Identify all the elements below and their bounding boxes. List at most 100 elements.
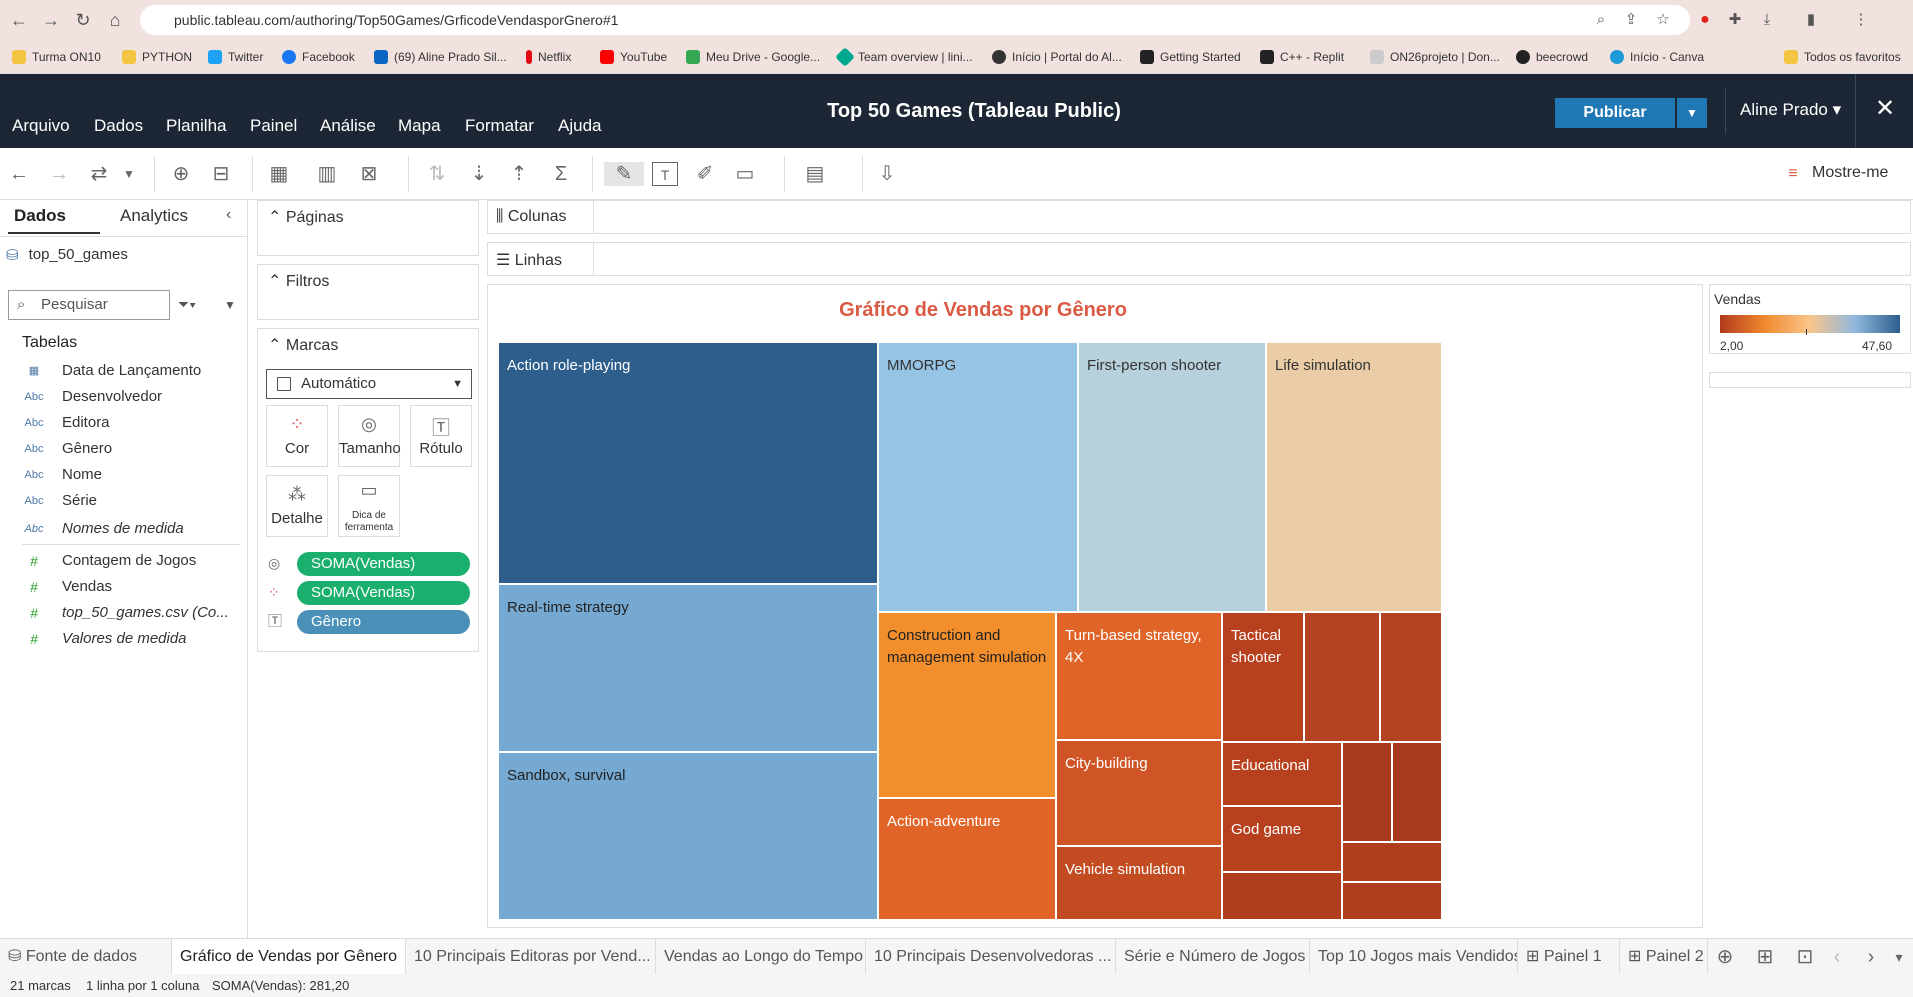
bookmark-item[interactable]: Twitter xyxy=(208,40,263,74)
bookmark-item[interactable]: Turma ON10 xyxy=(12,40,101,74)
bookmark-item[interactable]: Início - Canva xyxy=(1610,40,1704,74)
size-button[interactable]: ◎ Tamanho xyxy=(338,405,401,467)
menu-arquivo[interactable]: Arquivo xyxy=(12,116,70,135)
chevron-down-icon[interactable]: ▼ xyxy=(1677,98,1707,128)
scroll-left-icon[interactable]: ‹ xyxy=(1833,946,1841,968)
menu-icon[interactable]: ⋮ xyxy=(1853,11,1869,28)
field-item[interactable]: # Valores de medida xyxy=(22,630,186,647)
treemap-cell[interactable]: First-person shooter xyxy=(1078,342,1266,612)
field-item[interactable]: Abc Desenvolvedor xyxy=(22,388,163,405)
field-item[interactable]: # Vendas xyxy=(22,578,112,595)
bookmark-item[interactable]: Getting Started xyxy=(1140,40,1241,74)
pages-card[interactable]: ⌃ Páginas xyxy=(257,200,479,256)
tab-sheet[interactable]: Vendas ao Longo do Tempo xyxy=(656,939,866,975)
color-pill[interactable]: SOMA(Vendas) xyxy=(297,581,470,605)
bookmark-item[interactable]: C++ - Replit xyxy=(1260,40,1344,74)
new-sheet-icon[interactable]: ▦ xyxy=(269,163,289,185)
new-story-icon[interactable]: ⊡ xyxy=(1796,946,1814,968)
bookmark-item[interactable]: Meu Drive - Google... xyxy=(686,40,820,74)
field-item[interactable]: Abc Nomes de medida xyxy=(22,520,184,537)
treemap-cell[interactable]: Educational xyxy=(1222,742,1342,806)
treemap-cell[interactable] xyxy=(1222,872,1342,920)
treemap-cell[interactable] xyxy=(1392,742,1442,842)
treemap-cell[interactable]: Life simulation xyxy=(1266,342,1442,612)
bookmark-item[interactable]: (69) Aline Prado Sil... xyxy=(374,40,507,74)
marks-type-select[interactable]: Automático ▼ xyxy=(266,369,472,399)
bookmark-item[interactable]: beecrowd xyxy=(1516,40,1588,74)
tab-sheet-active[interactable]: Gráfico de Vendas por Gênero xyxy=(172,939,406,975)
forward-icon[interactable]: → xyxy=(42,10,60,30)
scroll-right-icon[interactable]: › xyxy=(1867,946,1875,968)
menu-ajuda[interactable]: Ajuda xyxy=(558,116,602,135)
treemap-cell[interactable]: Vehicle simulation xyxy=(1056,846,1222,920)
pause-updates-icon[interactable]: ⊟ xyxy=(212,163,230,185)
color-button[interactable]: ⁘ Cor xyxy=(266,405,328,467)
zoom-icon[interactable]: ⌕ xyxy=(1596,11,1606,28)
tab-dashboard[interactable]: ⊞ Painel 2 xyxy=(1620,939,1708,975)
treemap-cell[interactable]: Turn-based strategy, 4X xyxy=(1056,612,1222,740)
share-icon[interactable]: ⇪ xyxy=(1624,11,1638,28)
filter-icon[interactable]: ⏷▾ xyxy=(178,296,197,312)
bookmark-item[interactable]: YouTube xyxy=(600,40,667,74)
show-me-button[interactable]: Mostre-me xyxy=(1812,164,1889,181)
user-menu[interactable]: Aline Prado ▾ xyxy=(1740,100,1842,119)
sort-desc-icon[interactable]: ⇡ xyxy=(510,163,528,185)
treemap-cell[interactable]: Action role-playing xyxy=(498,342,878,584)
size-legend[interactable] xyxy=(1709,372,1911,388)
bookmark-item[interactable]: Início | Portal do Al... xyxy=(992,40,1122,74)
treemap-cell[interactable]: Construction and management simulation xyxy=(878,612,1056,798)
chevron-down-icon[interactable]: ▼ xyxy=(123,167,135,181)
new-dashboard-icon[interactable]: ⊞ xyxy=(1756,946,1774,968)
tooltip-button[interactable]: ▭ Dica de ferramenta xyxy=(338,475,400,537)
collapse-icon[interactable]: ‹ xyxy=(226,206,232,223)
swap-icon[interactable]: ⇅ xyxy=(428,163,446,185)
field-item[interactable]: # top_50_games.csv (Co... xyxy=(22,604,229,621)
chevron-down-icon[interactable]: ▼ xyxy=(224,298,236,312)
fit-icon[interactable]: ▭ xyxy=(735,163,755,185)
treemap-cell[interactable] xyxy=(1380,612,1442,742)
bookmark-item[interactable]: ON26projeto | Don... xyxy=(1370,40,1500,74)
treemap-cell[interactable]: Real-time strategy xyxy=(498,584,878,752)
new-datasource-icon[interactable]: ⊕ xyxy=(172,163,190,185)
tabs-menu-icon[interactable]: ▾ xyxy=(1895,949,1903,965)
undo-icon[interactable]: ← xyxy=(9,163,29,185)
tab-sheet[interactable]: Top 10 Jogos mais Vendidos xyxy=(1310,939,1518,975)
star-icon[interactable]: ☆ xyxy=(1656,11,1670,28)
duplicate-sheet-icon[interactable]: ▥ xyxy=(317,163,337,185)
bookmark-item[interactable]: PYTHON xyxy=(122,40,192,74)
data-source[interactable]: ⛁ top_50_games xyxy=(6,246,128,264)
close-icon[interactable]: ✕ xyxy=(1875,95,1896,122)
annotate-icon[interactable]: ✐ xyxy=(696,163,714,185)
columns-shelf[interactable]: ⫼ Colunas xyxy=(487,200,1911,234)
back-icon[interactable]: ← xyxy=(10,10,28,30)
address-bar[interactable]: public.tableau.com/authoring/Top50Games/… xyxy=(140,5,1690,35)
search-input[interactable]: ⌕ Pesquisar xyxy=(8,290,170,320)
publish-button[interactable]: Publicar xyxy=(1555,98,1675,128)
bookmark-item[interactable]: Team overview | lini... xyxy=(835,40,973,74)
treemap-cell[interactable] xyxy=(1342,842,1442,882)
treemap-cell[interactable]: City-building xyxy=(1056,740,1222,846)
field-item[interactable]: Abc Série xyxy=(22,492,98,509)
treemap-cell[interactable] xyxy=(1304,612,1380,742)
treemap-cell[interactable]: Sandbox, survival xyxy=(498,752,878,920)
new-worksheet-icon[interactable]: ⊕ xyxy=(1716,946,1734,968)
size-pill[interactable]: SOMA(Vendas) xyxy=(297,552,470,576)
tab-sheet[interactable]: 10 Principais Editoras por Vend... xyxy=(406,939,656,975)
filters-card[interactable]: ⌃ Filtros xyxy=(257,264,479,320)
treemap-cell[interactable]: Action-adventure xyxy=(878,798,1056,920)
reload-icon[interactable]: ↻ xyxy=(75,10,91,30)
tab-data-source[interactable]: ⛁ Fonte de dados xyxy=(0,939,172,975)
sum-icon[interactable]: Σ xyxy=(554,163,568,185)
field-item[interactable]: Abc Gênero xyxy=(22,440,113,457)
opera-icon[interactable]: ● xyxy=(1700,11,1710,28)
bookmark-item[interactable]: Facebook xyxy=(282,40,355,74)
menu-mapa[interactable]: Mapa xyxy=(398,116,441,135)
menu-analise[interactable]: Análise xyxy=(320,116,376,135)
treemap-cell[interactable]: God game xyxy=(1222,806,1342,872)
clear-sheet-icon[interactable]: ⊠ xyxy=(360,163,378,185)
replay-icon[interactable]: ⇄ xyxy=(90,163,108,185)
presentation-icon[interactable]: ⇩ xyxy=(878,163,896,185)
field-item[interactable]: Abc Nome xyxy=(22,466,103,483)
highlight-icon[interactable]: ✎ xyxy=(604,162,644,186)
menu-planilha[interactable]: Planilha xyxy=(166,116,227,135)
